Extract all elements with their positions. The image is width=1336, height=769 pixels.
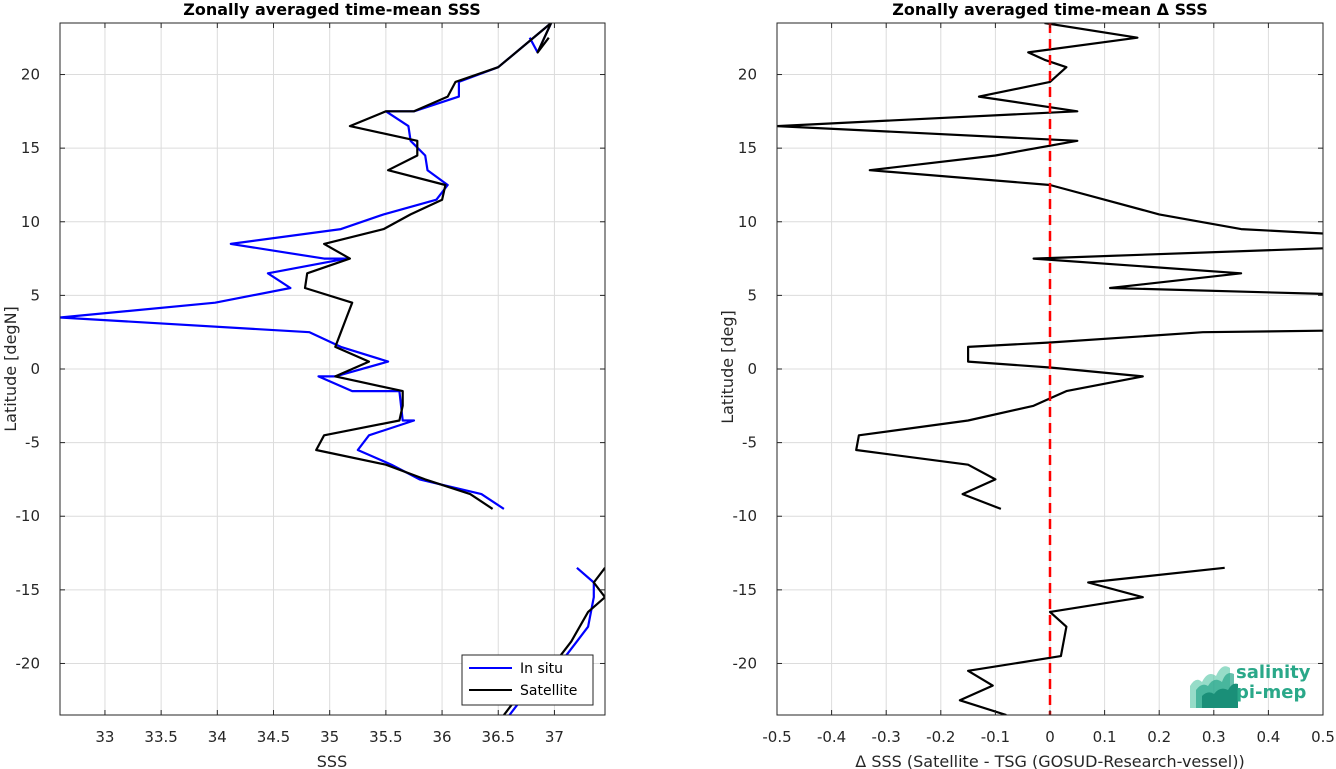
- x-tick-label: -0.5: [762, 728, 791, 746]
- left-panel: 33 33.5 34 34.5 35 35.5 36 36.5 37 20 15 10 5 0 -5 -10 -…: [1, 0, 606, 769]
- right-y-axis-label: Latitude [deg]: [718, 310, 737, 424]
- wave-icon: [1190, 666, 1238, 708]
- x-tick-label: 33.5: [144, 728, 177, 746]
- left-x-axis-label: SSS: [317, 752, 347, 769]
- x-tick-label: -0.4: [817, 728, 846, 746]
- x-tick-label: 37: [545, 728, 564, 746]
- y-tick-label: 0: [747, 360, 757, 378]
- y-tick-label: -5: [25, 434, 40, 452]
- salinity-pimep-logo: salinity pi-mep: [1190, 662, 1311, 708]
- series-line-in-situ-segment-0: [60, 23, 553, 510]
- left-ticks: 33 33.5 34 34.5 35 35.5 36 36.5 37 20 15 10 5 0 -5 -10 -…: [16, 23, 605, 746]
- series-line-delta-sss-segment-3: [958, 566, 1225, 715]
- y-tick-label: 5: [30, 286, 40, 304]
- x-tick-label: 0.1: [1093, 728, 1117, 746]
- x-tick-label: 0.3: [1202, 728, 1226, 746]
- y-tick-label: 15: [21, 139, 40, 157]
- x-tick-label: -0.1: [981, 728, 1010, 746]
- y-tick-label: -5: [742, 434, 757, 452]
- legend-label-satellite: Satellite: [520, 683, 577, 699]
- left-grid: [60, 23, 605, 715]
- y-tick-label: 20: [738, 66, 757, 84]
- legend: In situ Satellite: [461, 654, 594, 706]
- series-line-satellite-segment-0: [303, 23, 553, 510]
- y-tick-label: -20: [16, 654, 41, 672]
- right-x-axis-label: Δ SSS (Satellite - TSG (GOSUD-Research-v…: [855, 752, 1244, 769]
- y-tick-label: 20: [21, 66, 40, 84]
- y-tick-label: -10: [733, 507, 758, 525]
- x-tick-label: -0.3: [872, 728, 901, 746]
- y-tick-label: -20: [733, 654, 758, 672]
- x-tick-label: 35: [320, 728, 339, 746]
- y-tick-label: 5: [747, 286, 757, 304]
- x-tick-label: 0.5: [1311, 728, 1335, 746]
- logo-line2: pi-mep: [1236, 682, 1306, 703]
- x-tick-label: 33: [95, 728, 114, 746]
- y-tick-label: -15: [16, 581, 41, 599]
- x-tick-label: -0.2: [926, 728, 955, 746]
- series-line-delta-sss-segment-0: [777, 23, 1323, 235]
- y-tick-label: 10: [738, 213, 757, 231]
- legend-box: [461, 654, 594, 706]
- x-tick-label: 0.2: [1147, 728, 1171, 746]
- legend-label-in-situ: In situ: [520, 661, 563, 677]
- series-line-delta-sss-segment-2: [855, 329, 1323, 510]
- y-tick-label: 0: [30, 360, 40, 378]
- right-chart-title: Zonally averaged time-mean Δ SSS: [892, 0, 1208, 19]
- x-tick-label: 36: [433, 728, 452, 746]
- y-tick-label: -15: [733, 581, 758, 599]
- y-tick-label: 10: [21, 213, 40, 231]
- x-tick-label: 0: [1045, 728, 1055, 746]
- left-chart-title: Zonally averaged time-mean SSS: [183, 0, 481, 19]
- right-panel: -0.5 -0.4 -0.3 -0.2 -0.1 0 0.1 0.2 0.3 0.4 0.5 20 15…: [718, 0, 1335, 769]
- logo-line1: salinity: [1236, 662, 1311, 683]
- x-tick-label: 36.5: [482, 728, 515, 746]
- y-tick-label: -10: [16, 507, 41, 525]
- x-tick-label: 34: [208, 728, 227, 746]
- right-ticks: -0.5 -0.4 -0.3 -0.2 -0.1 0 0.1 0.2 0.3 0.4 0.5 20 15…: [733, 23, 1335, 746]
- x-tick-label: 34.5: [257, 728, 290, 746]
- left-y-axis-label: Latitude [degN]: [1, 306, 20, 432]
- right-series-group: [777, 23, 1323, 715]
- y-tick-label: 15: [738, 139, 757, 157]
- series-line-delta-sss-segment-1: [1032, 247, 1323, 295]
- x-tick-label: 0.4: [1256, 728, 1280, 746]
- x-tick-label: 35.5: [369, 728, 402, 746]
